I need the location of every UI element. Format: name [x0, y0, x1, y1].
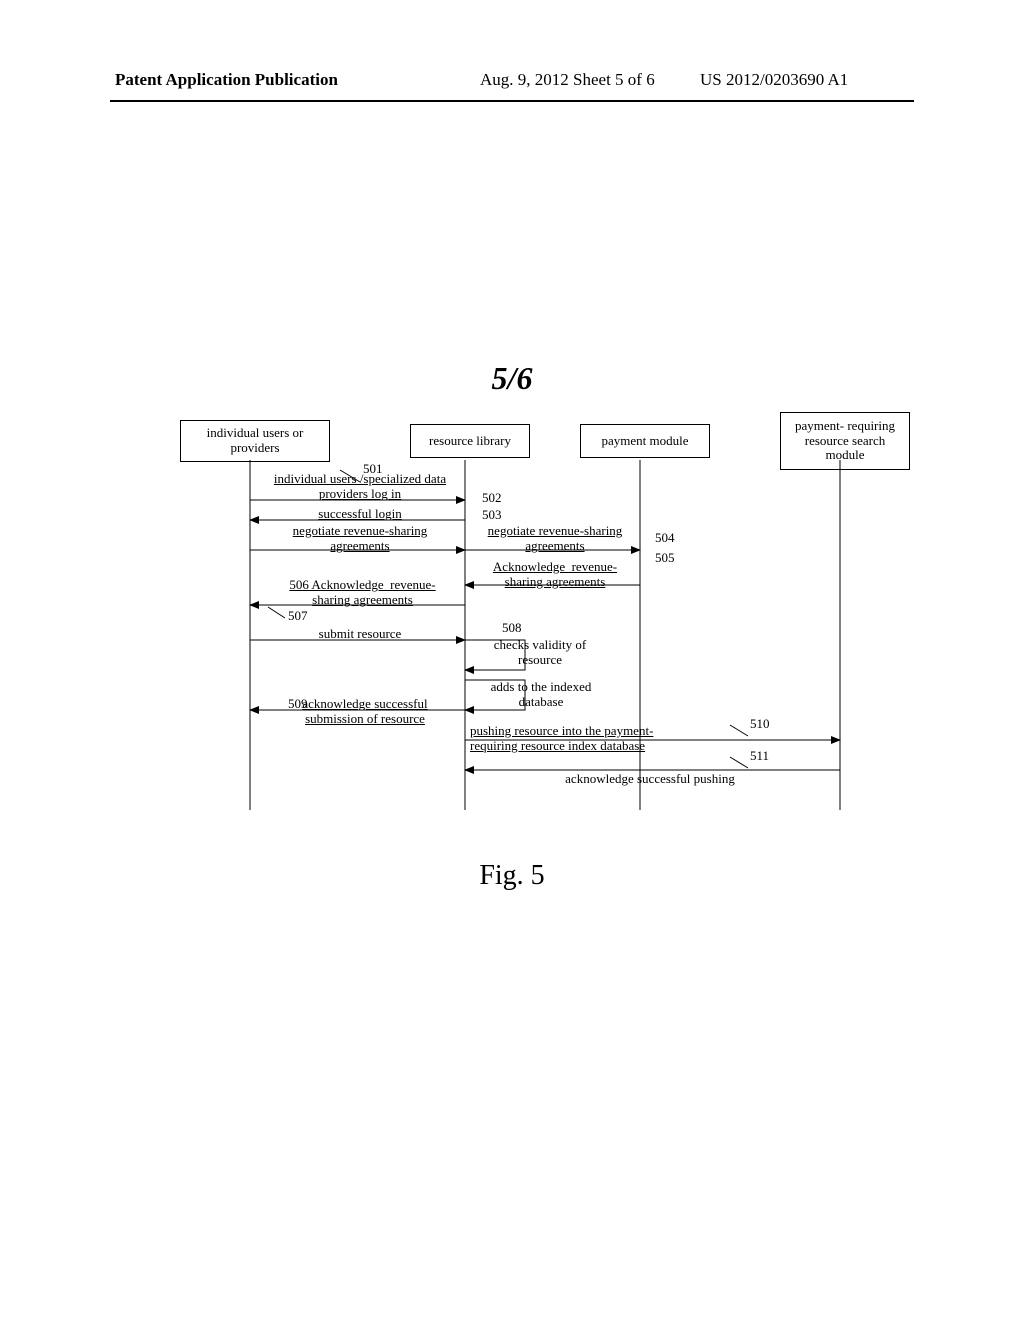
- header-rule: [110, 100, 914, 102]
- figure-caption: Fig. 5: [0, 860, 1024, 892]
- msg-508b-label: adds to the indexed database: [476, 680, 606, 710]
- msg-511-label: acknowledge successful pushing: [550, 772, 750, 787]
- num-509: 509: [288, 696, 308, 712]
- sequence-diagram: individual users or providers resource l…: [160, 410, 900, 830]
- sheet-number: 5/6: [0, 360, 1024, 397]
- msg-505-label: Acknowledge revenue- sharing agreements: [480, 560, 630, 590]
- num-505: 505: [655, 550, 675, 566]
- msg-502-label: successful login: [290, 507, 430, 522]
- num-504: 504: [655, 530, 675, 546]
- page: Patent Application Publication Aug. 9, 2…: [0, 0, 1024, 1320]
- msg-504-label: negotiate revenue-sharing agreements: [470, 524, 640, 554]
- header-left: Patent Application Publication: [115, 70, 338, 90]
- page-header: Patent Application Publication Aug. 9, 2…: [0, 70, 1024, 100]
- msg-503-label: negotiate revenue-sharing agreements: [275, 524, 445, 554]
- msg-510-label: pushing resource into the payment- requi…: [470, 724, 700, 754]
- num-501: 501: [363, 461, 383, 477]
- msg-508-label: checks validity of resource: [480, 638, 600, 668]
- num-502: 502: [482, 490, 502, 506]
- msg-509-label: acknowledge successful submission of res…: [285, 697, 445, 727]
- num-511: 511: [750, 748, 769, 764]
- header-center: Aug. 9, 2012 Sheet 5 of 6: [480, 70, 655, 90]
- num-503: 503: [482, 507, 502, 523]
- msg-501-label: individual users /specialized data provi…: [260, 472, 460, 502]
- num-507: 507: [288, 608, 308, 624]
- header-right: US 2012/0203690 A1: [700, 70, 848, 90]
- msg-507-label: submit resource: [310, 627, 410, 642]
- num-508: 508: [502, 620, 522, 636]
- num-510: 510: [750, 716, 770, 732]
- msg-506-label: 506 Acknowledge revenue- sharing agreeme…: [270, 578, 455, 608]
